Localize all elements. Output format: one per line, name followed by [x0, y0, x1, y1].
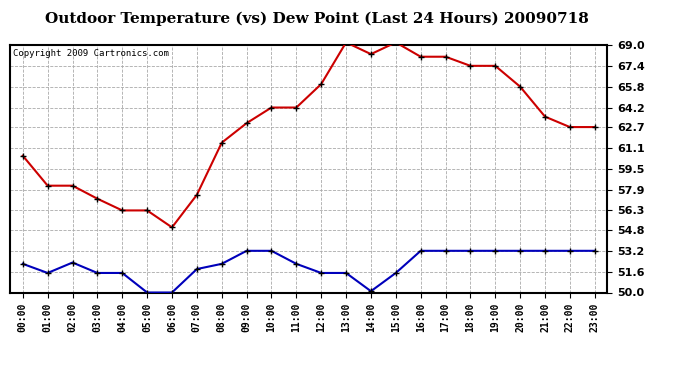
Text: Copyright 2009 Cartronics.com: Copyright 2009 Cartronics.com	[13, 49, 169, 58]
Text: Outdoor Temperature (vs) Dew Point (Last 24 Hours) 20090718: Outdoor Temperature (vs) Dew Point (Last…	[46, 11, 589, 26]
